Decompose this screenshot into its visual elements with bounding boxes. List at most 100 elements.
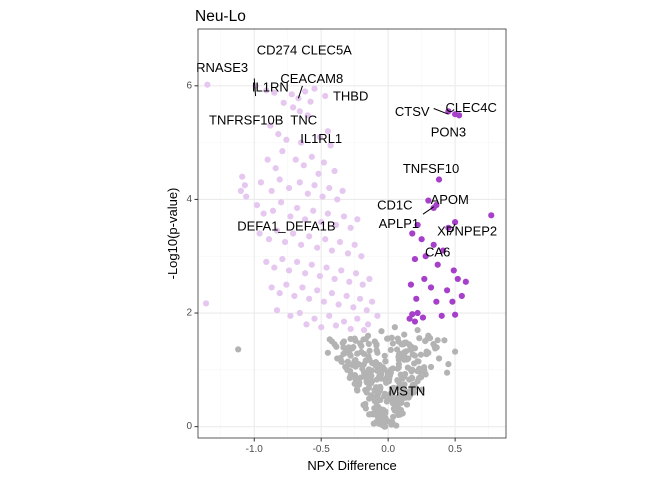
data-point-significant-down xyxy=(292,156,299,163)
data-point-not-significant xyxy=(394,384,402,391)
data-point-not-significant xyxy=(355,381,362,388)
gene-label: PON3 xyxy=(431,124,466,139)
data-point-not-significant xyxy=(395,401,402,408)
data-point-significant-down xyxy=(267,122,274,129)
x-tick-label: 0.5 xyxy=(448,444,462,455)
data-point-significant-down xyxy=(271,89,278,96)
data-point-significant-down xyxy=(360,326,368,334)
data-point-significant-down xyxy=(276,290,283,297)
x-tick-label: -0.5 xyxy=(313,444,331,455)
data-point-not-significant xyxy=(351,372,359,379)
data-point-not-significant xyxy=(416,335,423,342)
data-point-not-significant xyxy=(400,387,408,394)
data-point-not-significant xyxy=(365,380,373,388)
data-point-not-significant xyxy=(362,405,369,412)
data-point-significant-down xyxy=(310,207,317,214)
data-point-not-significant xyxy=(389,340,396,347)
gene-label: RNASE3 xyxy=(196,60,248,75)
data-point-not-significant xyxy=(418,374,425,381)
gene-label: DEFA1_DEFA1B xyxy=(237,219,335,234)
data-point-significant-down xyxy=(318,324,325,331)
data-point-significant-down xyxy=(352,270,360,277)
data-point-significant-down xyxy=(256,230,263,237)
y-tick-label: 0 xyxy=(186,421,192,432)
data-point-significant-up xyxy=(421,275,428,283)
data-point-significant-down xyxy=(303,321,310,328)
data-point-significant-down xyxy=(364,321,372,328)
data-point-not-significant xyxy=(384,335,391,342)
data-point-not-significant xyxy=(401,381,408,388)
data-point-not-significant xyxy=(354,350,361,357)
data-point-significant-up xyxy=(413,295,420,302)
data-point-significant-up xyxy=(419,314,427,321)
data-point-significant-down xyxy=(344,250,352,257)
data-point-not-significant xyxy=(382,409,389,417)
data-point-significant-down xyxy=(354,216,361,223)
data-point-significant-down xyxy=(269,207,277,214)
data-point-significant-up xyxy=(443,287,451,294)
y-tick-label: 4 xyxy=(186,194,192,205)
data-point-not-significant xyxy=(337,354,344,362)
gene-label: THBD xyxy=(333,89,368,104)
data-point-significant-down xyxy=(306,233,313,240)
gene-label: TNC xyxy=(290,112,317,127)
data-point-not-significant xyxy=(390,384,397,391)
data-point-not-significant xyxy=(395,411,402,419)
data-point-significant-down xyxy=(302,88,309,95)
data-point-significant-down xyxy=(354,315,361,322)
data-point-significant-down xyxy=(296,108,303,115)
data-point-significant-down xyxy=(307,98,314,105)
data-point-not-significant xyxy=(381,423,388,430)
data-point-significant-down xyxy=(268,187,275,194)
data-point-not-significant xyxy=(357,374,364,381)
data-point-significant-down xyxy=(265,236,273,243)
data-point-not-significant xyxy=(366,347,373,354)
data-point-not-significant xyxy=(366,395,373,402)
gene-label: CEACAM8 xyxy=(280,71,343,86)
data-point-significant-up xyxy=(450,267,457,274)
data-point-not-significant xyxy=(416,369,424,376)
data-point-significant-down xyxy=(257,179,265,186)
data-point-significant-down xyxy=(285,184,293,192)
data-point-significant-up xyxy=(454,275,461,283)
data-point-significant-down xyxy=(293,204,301,212)
data-point-significant-down xyxy=(323,264,330,271)
data-point-significant-down xyxy=(277,199,285,206)
data-point-significant-down xyxy=(273,227,281,234)
data-point-significant-down xyxy=(289,104,297,111)
data-point-not-significant xyxy=(399,395,406,402)
data-point-not-significant xyxy=(426,334,434,342)
data-point-significant-up xyxy=(433,298,440,305)
data-point-significant-up xyxy=(406,315,413,322)
data-point-significant-down xyxy=(346,278,353,285)
data-point-not-significant xyxy=(352,337,359,344)
data-point-significant-down xyxy=(374,312,381,319)
data-point-significant-down xyxy=(237,187,244,194)
data-point-significant-down xyxy=(287,213,294,220)
data-point-significant-down xyxy=(293,258,301,266)
data-point-significant-down xyxy=(308,153,315,160)
gene-label: CLEC5A xyxy=(301,43,352,58)
data-point-not-significant xyxy=(400,354,407,361)
data-point-significant-down xyxy=(347,224,354,231)
data-point-not-significant xyxy=(388,334,395,341)
data-point-significant-down xyxy=(316,133,323,141)
data-point-significant-down xyxy=(340,318,348,325)
data-point-significant-up xyxy=(407,281,415,288)
data-point-not-significant xyxy=(340,344,347,351)
data-point-significant-down xyxy=(252,82,259,89)
data-point-not-significant xyxy=(362,386,369,394)
data-point-significant-up xyxy=(411,318,419,325)
data-point-significant-down xyxy=(311,85,318,92)
gene-label: TNFRSF10B xyxy=(209,112,283,127)
data-point-not-significant xyxy=(407,366,414,373)
data-point-not-significant xyxy=(387,346,394,354)
data-point-significant-down xyxy=(279,148,286,155)
data-point-significant-down xyxy=(273,307,281,314)
gene-label: CTSV xyxy=(395,104,430,119)
data-point-significant-down xyxy=(241,182,248,189)
data-point-significant-down xyxy=(358,253,365,260)
data-point-significant-up xyxy=(434,261,441,268)
data-point-significant-up xyxy=(430,204,437,212)
data-point-not-significant xyxy=(385,376,393,383)
